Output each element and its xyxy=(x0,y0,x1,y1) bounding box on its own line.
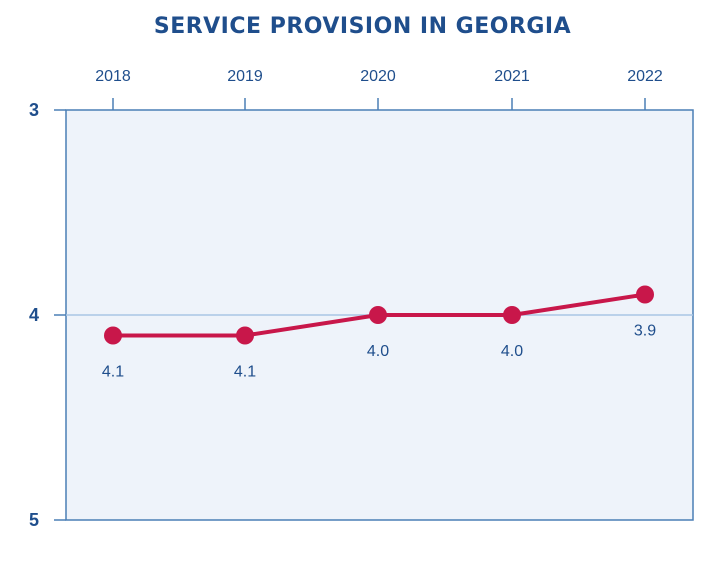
x-tick-label-2022: 2022 xyxy=(627,68,663,85)
data-point-2019 xyxy=(236,326,254,345)
data-label-2021: 4.0 xyxy=(501,343,523,360)
chart-title: SERVICE PROVISION IN GEORGIA xyxy=(153,14,572,39)
x-tick-label-2019: 2019 xyxy=(227,68,263,85)
data-point-2020 xyxy=(369,306,387,324)
y-tick-label-3: 3 xyxy=(29,100,39,120)
x-axis-ticks: 2018 2019 2020 2021 2022 xyxy=(95,68,663,110)
y-tick-label-4: 4 xyxy=(29,305,39,325)
data-label-2020: 4.0 xyxy=(367,343,389,360)
data-point-2022 xyxy=(636,285,654,304)
x-tick-label-2020: 2020 xyxy=(360,68,396,85)
data-label-2022: 3.9 xyxy=(634,323,656,340)
data-points xyxy=(104,285,654,345)
data-label-2018: 4.1 xyxy=(102,364,124,381)
data-point-2021 xyxy=(503,306,521,324)
data-labels: 4.1 4.1 4.0 4.0 3.9 xyxy=(102,323,656,381)
y-tick-label-5: 5 xyxy=(29,510,39,530)
x-tick-label-2021: 2021 xyxy=(494,68,530,85)
x-tick-label-2018: 2018 xyxy=(95,68,131,85)
y-axis-ticks: 3 4 5 xyxy=(29,100,66,530)
data-point-2018 xyxy=(104,326,122,345)
data-label-2019: 4.1 xyxy=(234,364,256,381)
